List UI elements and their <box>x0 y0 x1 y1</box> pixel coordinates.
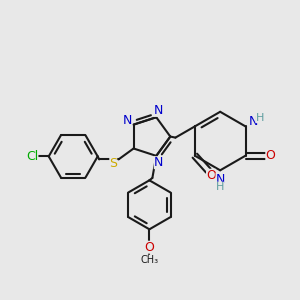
Text: S: S <box>109 157 117 170</box>
Text: CH₃: CH₃ <box>140 255 158 265</box>
Text: H: H <box>256 113 264 123</box>
Text: N: N <box>154 156 163 169</box>
Text: H: H <box>216 182 224 192</box>
Text: N: N <box>215 173 225 186</box>
Text: Cl: Cl <box>26 150 38 163</box>
Text: N: N <box>154 104 163 117</box>
Text: N: N <box>249 116 258 128</box>
Text: O: O <box>266 149 275 162</box>
Text: O: O <box>206 169 216 182</box>
Text: N: N <box>123 114 133 127</box>
Text: O: O <box>145 241 154 254</box>
